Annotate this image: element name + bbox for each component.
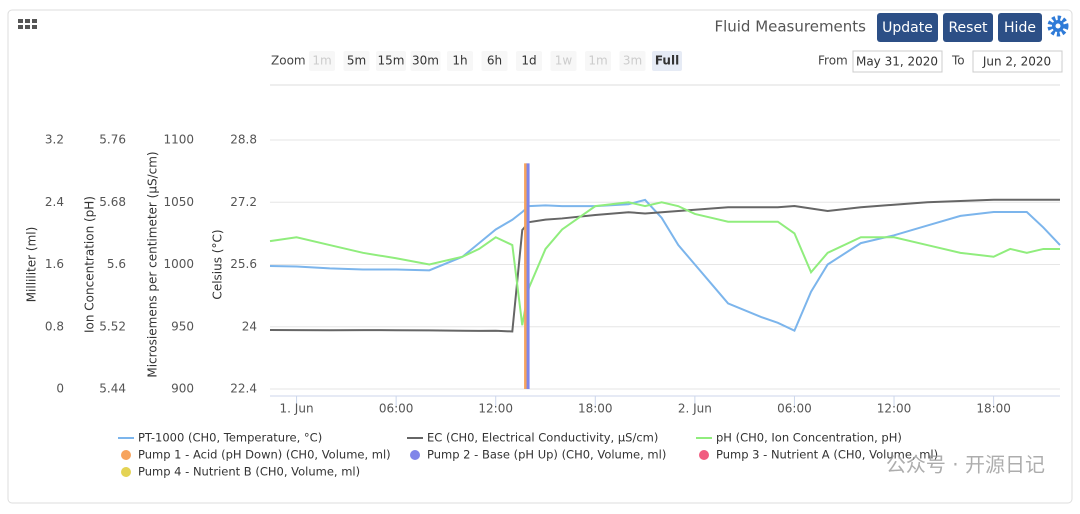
button[interactable] [943,13,993,42]
zoom-button-label: 1w [555,54,573,68]
button[interactable] [877,13,938,42]
y-tick-label: 5.68 [99,195,126,209]
y-tick-label: 2.4 [45,195,64,209]
menu-icon[interactable] [18,19,37,29]
y-axis-title: Microsiemens per centimeter (µS/cm) [146,151,160,377]
y-tick-label: 5.52 [99,319,126,333]
x-tick-label: 12:00 [877,402,912,416]
button-label: Hide [1004,20,1036,36]
button-label: Reset [948,20,988,36]
zoom-button-label: 5m [347,54,366,68]
y-tick-label: 1050 [163,195,194,209]
y-axis-title: Milliliter (ml) [25,227,39,303]
y-tick-label: 900 [171,382,194,396]
zoom-button [550,51,577,71]
y-tick-label: 22.4 [230,382,257,396]
to-label: To [951,54,965,68]
y-tick-label: 5.6 [107,257,126,271]
legend-symbol [699,450,709,460]
y-axis-title: Celsius (°C) [211,229,225,299]
zoom-button [619,51,646,71]
pump-column [524,163,528,389]
zoom-button-label: 3m [623,54,642,68]
legend-label[interactable]: EC (CH0, Electrical Conductivity, µS/cm) [427,431,658,445]
y-tick-label: 1000 [163,257,194,271]
y-tick-label: 27.2 [230,195,257,209]
title: Fluid Measurements [714,18,866,36]
zoom-label: Zoom [271,54,306,68]
button[interactable] [998,13,1042,42]
y-tick-label: 24 [242,319,257,333]
y-tick-label: 1.6 [45,257,64,271]
x-tick-label: 2. Jun [678,402,712,416]
series-line [269,198,1060,333]
legend-symbol [121,450,131,460]
zoom-button[interactable] [516,51,542,71]
zoom-button [585,51,611,71]
y-axis-title: Ion Concentration (pH) [83,196,97,333]
legend-symbol [410,450,420,460]
zoom-button-label: 30m [412,54,439,68]
y-tick-label: 5.44 [99,382,126,396]
from-value: May 31, 2020 [856,55,938,69]
y-tick-label: 28.8 [230,133,257,147]
button-label: Update [882,20,933,36]
zoom-button-label: 15m [378,54,405,68]
from-label: From [818,54,848,68]
y-tick-label: 25.6 [230,257,257,271]
legend-label[interactable]: Pump 2 - Base (pH Up) (CH0, Volume, ml) [427,448,666,462]
zoom-button-label: Full [655,54,679,68]
x-tick-label: 18:00 [578,402,613,416]
to-input[interactable] [972,50,1063,73]
zoom-button [309,51,335,71]
settings-icon[interactable] [1047,15,1069,37]
zoom-button-label: 1h [452,54,467,68]
legend-label[interactable]: Pump 4 - Nutrient B (CH0, Volume, ml) [138,465,360,479]
legend-label[interactable]: Pump 3 - Nutrient A (CH0, Volume, ml) [716,448,938,462]
y-tick-label: 5.76 [99,133,126,147]
zoom-button-label: 1d [521,54,536,68]
zoom-button[interactable] [343,51,370,71]
legend-label[interactable]: Pump 1 - Acid (pH Down) (CH0, Volume, ml… [138,448,391,462]
legend-label[interactable]: PT-1000 (CH0, Temperature, °C) [138,431,322,445]
zoom-button[interactable] [652,51,682,71]
x-tick-label: 1. Jun [280,402,314,416]
x-tick-label: 06:00 [777,402,812,416]
zoom-button[interactable] [376,51,406,71]
x-tick-label: 12:00 [478,402,513,416]
legend-symbol [121,467,131,477]
from-input[interactable] [852,50,943,73]
legend-label[interactable]: pH (CH0, Ion Concentration, pH) [716,431,902,445]
y-tick-label: 950 [171,319,194,333]
zoom-button-label: 6h [487,54,502,68]
to-value: Jun 2, 2020 [982,55,1051,69]
x-tick-label: 18:00 [976,402,1011,416]
zoom-button[interactable] [481,51,508,71]
pump-column [526,163,530,389]
x-tick-label: 06:00 [379,402,414,416]
y-tick-label: 0 [56,382,64,396]
panel [7,9,1073,504]
zoom-button[interactable] [410,51,441,71]
series-line [269,201,1060,326]
y-tick-label: 0.8 [45,319,64,333]
zoom-button-label: 1m [312,54,331,68]
y-tick-label: 3.2 [45,133,64,147]
y-tick-label: 1100 [163,133,194,147]
watermark: 公众号 · 开源日记 [886,453,1045,477]
zoom-button[interactable] [447,51,473,71]
zoom-button-label: 1m [588,54,607,68]
